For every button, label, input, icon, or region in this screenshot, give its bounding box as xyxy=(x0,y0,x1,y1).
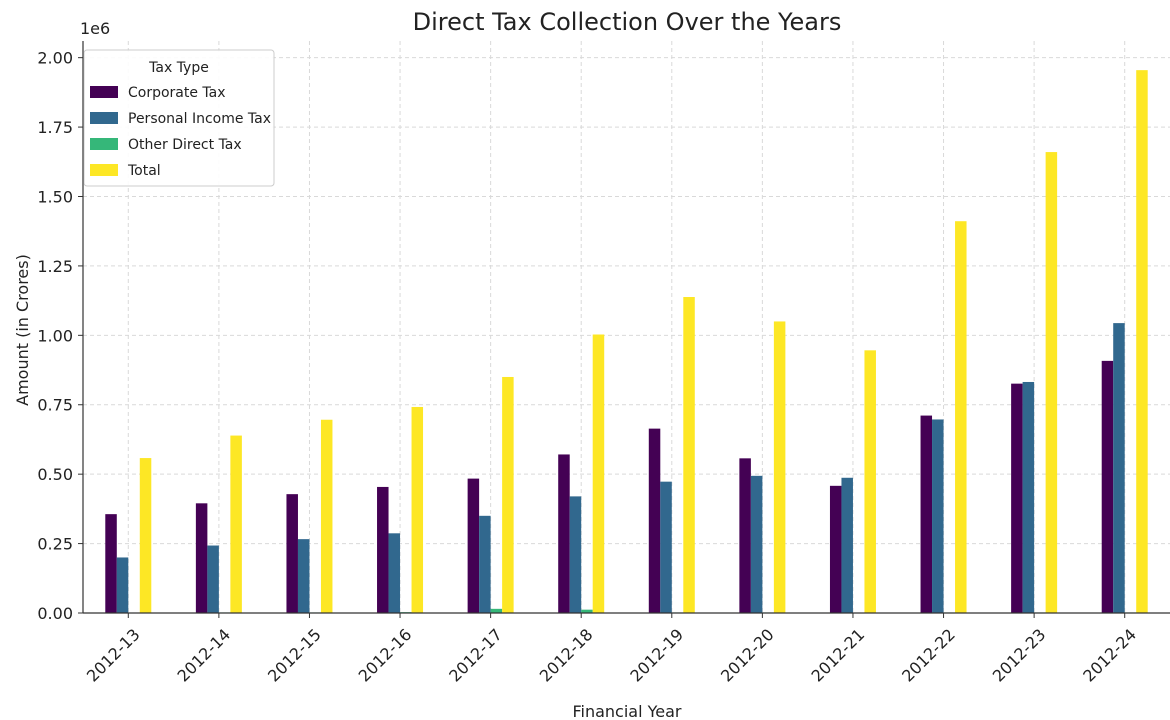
bar-personal-income-tax xyxy=(841,477,853,613)
bar-personal-income-tax xyxy=(1022,381,1035,613)
y-tick-label: 1.25 xyxy=(37,257,73,276)
bar-corporate-tax xyxy=(195,503,208,613)
bar-personal-income-tax xyxy=(479,515,491,613)
legend-swatch xyxy=(90,86,118,98)
bar-personal-income-tax xyxy=(1113,323,1125,613)
bar-personal-income-tax xyxy=(569,496,582,613)
bar-personal-income-tax xyxy=(388,533,401,613)
legend-box xyxy=(83,49,275,187)
bar-total xyxy=(773,321,786,613)
bar-total xyxy=(1136,70,1148,614)
y-tick-label: 0.25 xyxy=(37,535,73,554)
bar-corporate-tax xyxy=(286,494,298,613)
chart-title: Direct Tax Collection Over the Years xyxy=(413,8,842,36)
bar-other-direct-tax xyxy=(490,608,503,613)
bar-total xyxy=(502,376,514,613)
y-axis-title: Amount (in Crores) xyxy=(13,254,32,406)
legend-swatch xyxy=(90,138,118,150)
bar-total xyxy=(1045,152,1058,613)
x-axis-title: Financial Year xyxy=(572,702,681,720)
legend-swatch xyxy=(90,112,118,124)
legend-title: Tax Type xyxy=(148,60,209,76)
bar-total xyxy=(411,406,424,613)
bar-corporate-tax xyxy=(648,428,661,613)
legend-label: Corporate Tax xyxy=(128,85,226,101)
bar-personal-income-tax xyxy=(660,481,672,613)
y-tick-label: 1.50 xyxy=(37,187,73,206)
bar-personal-income-tax xyxy=(932,419,944,613)
y-tick-label: 0.50 xyxy=(37,465,73,484)
y-tick-label: 2.00 xyxy=(37,49,73,68)
bar-corporate-tax xyxy=(558,454,570,613)
y-tick-label: 0.75 xyxy=(37,396,73,415)
bar-total xyxy=(683,297,695,613)
bar-personal-income-tax xyxy=(297,539,310,613)
y-scale-label: 1e6 xyxy=(80,19,110,38)
bar-personal-income-tax xyxy=(116,557,129,613)
bar-personal-income-tax xyxy=(750,475,763,613)
bar-corporate-tax xyxy=(829,485,842,613)
bar-total xyxy=(955,221,967,613)
y-tick-label: 1.00 xyxy=(37,326,73,345)
bars xyxy=(105,70,1148,614)
axes xyxy=(78,41,1170,618)
bar-total xyxy=(320,419,333,613)
bar-personal-income-tax xyxy=(207,545,219,613)
bar-corporate-tax xyxy=(467,478,480,613)
bar-corporate-tax xyxy=(105,514,117,613)
legend-label: Other Direct Tax xyxy=(128,137,242,153)
legend: Tax Type Corporate Tax Personal Income Ta… xyxy=(83,49,275,187)
bar-other-direct-tax xyxy=(581,609,593,613)
legend-label: Personal Income Tax xyxy=(128,111,271,127)
bar-total xyxy=(230,435,242,613)
bar-total xyxy=(139,458,152,613)
y-tick-label: 1.75 xyxy=(37,118,73,137)
bar-corporate-tax xyxy=(920,415,933,613)
bar-corporate-tax xyxy=(1101,360,1114,613)
bar-corporate-tax xyxy=(1011,383,1023,613)
bar-corporate-tax xyxy=(377,486,389,613)
bar-corporate-tax xyxy=(739,458,751,613)
legend-swatch xyxy=(90,164,118,176)
bar-total xyxy=(864,350,876,613)
bar-total xyxy=(592,334,605,613)
y-tick-label: 0.00 xyxy=(37,604,73,623)
legend-label: Total xyxy=(127,163,161,179)
